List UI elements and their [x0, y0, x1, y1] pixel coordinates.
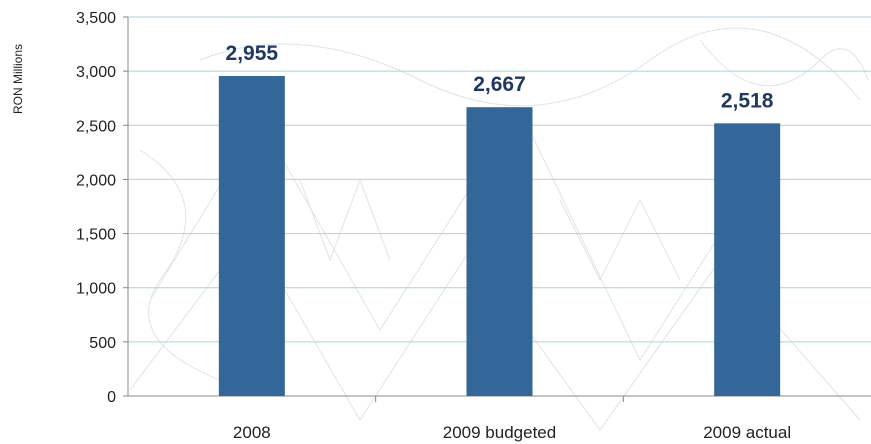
x-tick-label: 2009 budgeted	[443, 423, 556, 442]
data-labels: 2,955 2,667 2,518	[226, 42, 774, 112]
bar	[714, 123, 781, 396]
data-label: 2,667	[473, 73, 526, 96]
y-tick-label: 2,500	[76, 118, 116, 135]
y-tick-label: 1,000	[76, 281, 116, 298]
bars	[218, 76, 781, 397]
y-tick-label: 0	[107, 389, 116, 406]
y-axis-title: RON Millions	[11, 44, 25, 114]
sketch-line	[199, 27, 861, 107]
data-label: 2,955	[226, 42, 279, 65]
x-tick-label: 2009 actual	[703, 423, 791, 442]
sketch-line	[699, 39, 869, 87]
y-tick-label: 500	[89, 335, 116, 352]
y-tick-label: 2,000	[76, 172, 116, 189]
x-tick-label: 2008	[233, 423, 271, 442]
y-tick-label: 3,500	[76, 10, 116, 27]
y-tick-labels: 0 500 1,000 1,500 2,000 2,500 3,000 3,500	[76, 10, 116, 406]
sketch-line	[299, 178, 391, 262]
sketch-line	[139, 149, 221, 381]
x-tick-labels: 2008 2009 budgeted 2009 actual	[233, 423, 791, 442]
y-tick-label: 3,000	[76, 64, 116, 81]
bar	[466, 107, 533, 397]
sketch-line	[559, 198, 681, 282]
bar	[218, 76, 285, 396]
y-tick-label: 1,500	[76, 227, 116, 244]
data-label: 2,518	[721, 89, 774, 112]
